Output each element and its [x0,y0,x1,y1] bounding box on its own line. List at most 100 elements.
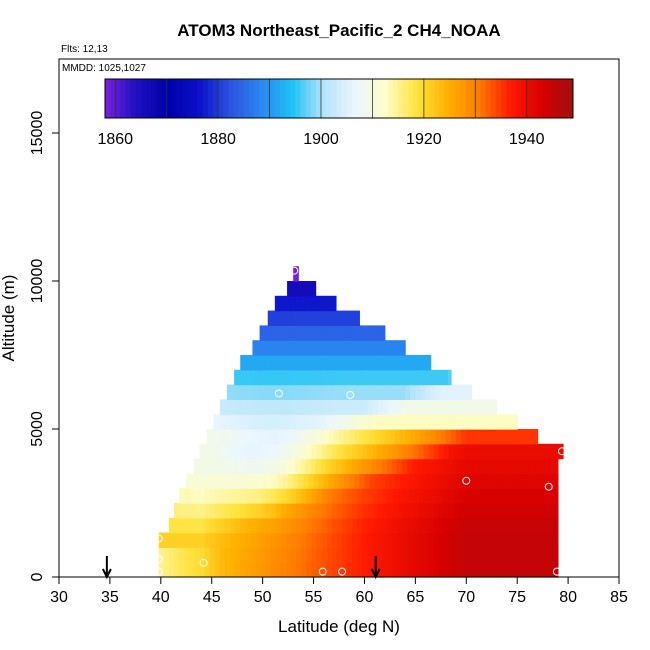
heatmap-cell [272,429,279,445]
heatmap-cell [476,473,483,489]
heatmap-cell [315,325,322,341]
heatmap-cell [316,399,323,415]
heatmap-cell [484,562,491,578]
heatmap-cell [259,325,266,341]
colorbar-segment [398,79,404,118]
heatmap-cell [428,547,435,563]
heatmap-cell [331,562,338,578]
colorbar-segment [382,79,389,118]
heatmap-cell [326,443,333,460]
heatmap-cell [277,340,284,356]
x-tick-label: 30 [50,589,68,606]
heatmap-cell [224,399,231,415]
heatmap-cell [320,295,327,312]
heatmap-cell [420,473,427,489]
heatmap-cell [379,384,386,400]
heatmap-cell [198,458,205,474]
heatmap-cell [425,384,432,400]
heatmap-cell [303,310,310,326]
heatmap-cell [318,429,325,445]
heatmap-cell [259,458,266,474]
heatmap-cell [387,355,394,371]
heatmap-cell [301,488,308,504]
heatmap-cell [189,532,196,548]
heatmap-cell [542,473,549,489]
heatmap-cell [347,562,353,578]
heatmap-cell [237,473,243,489]
heatmap-cell [387,503,394,519]
heatmap-cell [372,547,379,563]
heatmap-cell [245,562,252,578]
heatmap-cell [347,443,353,460]
colorbar-segment [305,79,312,118]
heatmap-cell [540,488,547,504]
heatmap-cell [214,547,221,563]
heatmap-cell [382,355,389,371]
heatmap-cell [234,369,240,386]
heatmap-cell [260,443,267,460]
heatmap-cell [179,547,185,563]
heatmap-cell [250,443,257,460]
heatmap-cell [459,503,465,519]
heatmap-cell [230,399,236,415]
heatmap-cell [250,355,257,371]
heatmap-cell [240,355,246,371]
heatmap-cell [474,517,481,534]
heatmap-cell [280,488,287,504]
heatmap-cell [386,414,393,430]
heatmap-cell [230,547,236,563]
heatmap-cell [352,443,358,460]
heatmap-cell [321,547,328,563]
heatmap-cell [362,517,369,534]
y-tick-label: 10000 [29,259,46,304]
heatmap-cell [403,562,409,578]
heatmap-cell [408,399,414,415]
heatmap-cell [408,443,414,460]
colorbar-segment [423,79,430,118]
heatmap-cell [293,473,299,489]
heatmap-cell [335,458,342,474]
heatmap-cell [235,517,241,534]
heatmap-cell [377,547,384,563]
heatmap-cell [213,458,220,474]
heatmap-cell [537,473,544,489]
heatmap-cell [209,503,216,519]
heatmap-cell [286,532,292,548]
heatmap-cell [547,473,554,489]
heatmap-cell [366,369,373,386]
heatmap-cell [199,443,206,460]
heatmap-cell [398,517,404,534]
heatmap-cell [260,532,267,548]
heatmap-cell [158,547,165,563]
heatmap-cell [321,355,328,371]
heatmap-cell [379,340,386,356]
heatmap-cell [535,503,542,519]
heatmap-cell [336,399,343,415]
heatmap-cell [286,443,292,460]
heatmap-cell [221,473,228,489]
heatmap-cell [510,562,516,578]
heatmap-cell [466,429,472,445]
colorbar-segment [135,79,142,118]
heatmap-cell [219,399,226,415]
colorbar-segment [310,79,317,118]
heatmap-cell [240,562,246,578]
heatmap-cell [277,473,284,489]
heatmap-cell [318,310,325,326]
heatmap-cell [336,547,343,563]
heatmap-cell [422,458,429,474]
colorbar-segment [249,79,255,118]
heatmap-cell [359,384,366,400]
heatmap-cell [384,429,391,445]
heatmap-cell [489,547,496,563]
heatmap-cell [306,443,313,460]
heatmap-cell [321,517,328,534]
heatmap-cell [372,517,379,534]
heatmap-cell [295,369,301,386]
heatmap-cell [387,562,394,578]
heatmap-cell [517,473,523,489]
heatmap-cell [335,414,342,430]
colorbar-segment [516,79,523,118]
colorbar-segment [213,79,219,118]
